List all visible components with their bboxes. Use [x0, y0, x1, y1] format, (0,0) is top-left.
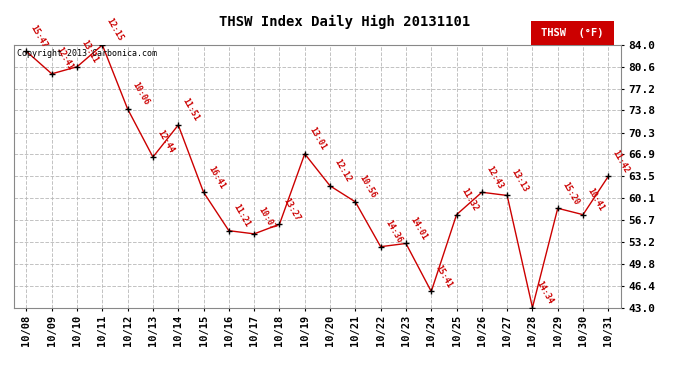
Text: 12:43: 12:43	[484, 164, 504, 190]
Text: 16:41: 16:41	[206, 164, 226, 190]
Text: 14:01: 14:01	[408, 215, 428, 242]
Text: 13:27: 13:27	[282, 196, 302, 222]
Text: 10:07: 10:07	[257, 206, 277, 232]
Text: 12:44: 12:44	[155, 129, 176, 155]
Text: 13:13: 13:13	[510, 167, 530, 194]
Text: 13:11: 13:11	[79, 39, 100, 65]
Text: 10:41: 10:41	[586, 187, 606, 213]
Text: 11:21: 11:21	[231, 202, 252, 229]
Text: 12:41: 12:41	[55, 46, 75, 72]
Text: THSW Index Daily High 20131101: THSW Index Daily High 20131101	[219, 15, 471, 29]
Text: 15:20: 15:20	[560, 180, 580, 206]
Text: 10:06: 10:06	[130, 81, 150, 107]
Text: 11:32: 11:32	[459, 187, 480, 213]
Text: 12:15: 12:15	[105, 17, 125, 43]
Text: 14:36: 14:36	[383, 219, 404, 245]
Text: 14:34: 14:34	[535, 279, 555, 306]
Text: THSW  (°F): THSW (°F)	[542, 28, 604, 38]
Text: 10:56: 10:56	[358, 174, 378, 200]
Text: 11:42: 11:42	[611, 148, 631, 174]
Text: 15:47: 15:47	[29, 23, 49, 50]
Text: 11:51: 11:51	[181, 97, 201, 123]
Text: 12:12: 12:12	[333, 158, 353, 184]
Text: 13:01: 13:01	[307, 126, 328, 152]
Text: Copyright 2013 Carbonica.com: Copyright 2013 Carbonica.com	[17, 49, 157, 58]
Text: 15:41: 15:41	[434, 263, 454, 290]
